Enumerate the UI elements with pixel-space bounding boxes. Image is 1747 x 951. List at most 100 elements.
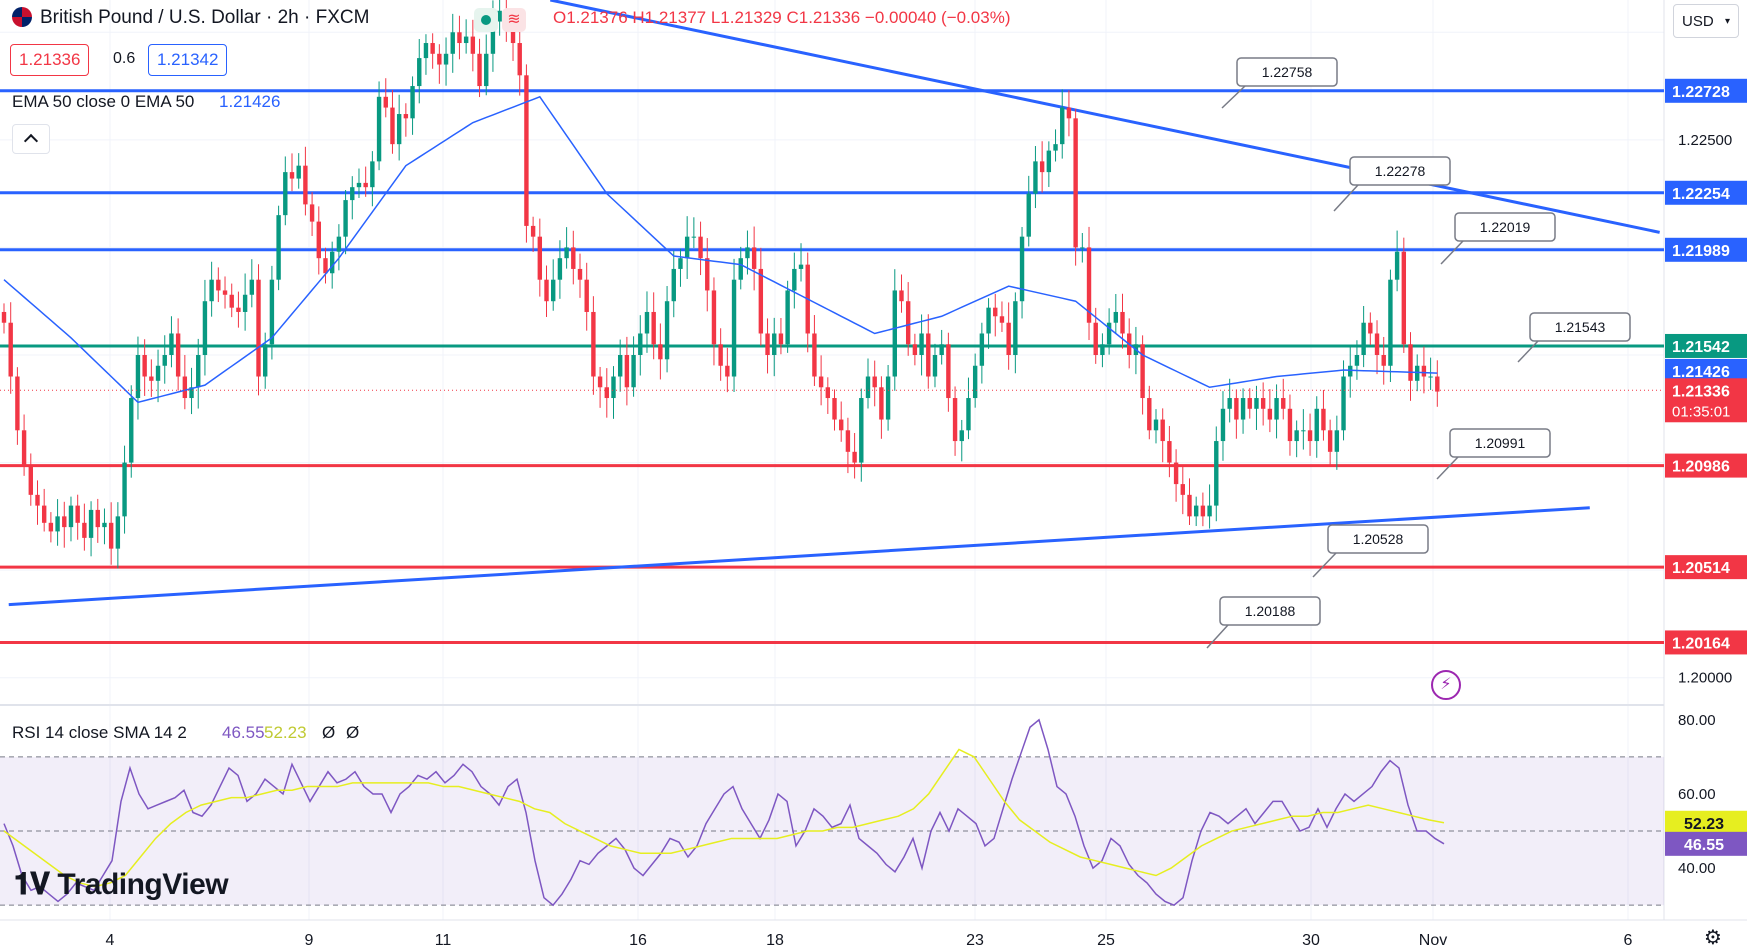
last-price-tag (1665, 378, 1747, 423)
candle-body (1394, 251, 1400, 280)
settings-gear-icon[interactable]: ⚙ (1704, 927, 1722, 949)
candle-body (376, 96, 382, 162)
symbol-title[interactable]: British Pound / U.S. Dollar · 2h · FXCM (40, 7, 370, 28)
callout-pointer (1440, 240, 1464, 265)
candle-body (644, 311, 650, 334)
candle-body (35, 494, 40, 506)
candle-body (557, 258, 563, 280)
candle-body (926, 333, 931, 377)
price-level-tag-label: 1.20164 (1672, 635, 1730, 652)
callout-label: 1.22278 (1375, 163, 1426, 179)
candle-body (745, 247, 750, 259)
candle-body (604, 387, 609, 399)
candle-body (1140, 344, 1145, 399)
callout-label: 1.20188 (1245, 603, 1296, 619)
candle-body (792, 268, 797, 291)
sell-price-button[interactable]: 1.21336 (10, 44, 90, 76)
currency-label: USD (1682, 13, 1714, 30)
candle-body (21, 430, 27, 467)
time-tick-label: 6 (1624, 932, 1633, 949)
callout-pointer (1333, 184, 1359, 212)
candle-body (812, 333, 817, 377)
candle-body (162, 355, 167, 366)
candle-body (236, 307, 241, 312)
volatility-icon[interactable]: ≋ (502, 8, 526, 32)
candle-body (1180, 484, 1185, 495)
market-open-icon[interactable] (474, 8, 498, 32)
candle-body (785, 290, 790, 345)
candle-body (343, 200, 348, 237)
candle-body (256, 279, 261, 377)
candle-body (751, 247, 757, 269)
candle-body (1080, 247, 1085, 249)
rsi-legend-value: 46.55 (222, 723, 265, 742)
callout-label: 1.22019 (1480, 219, 1531, 235)
callout-label: 1.21543 (1555, 319, 1606, 335)
candle-body (370, 161, 375, 188)
candle-body (1428, 376, 1433, 378)
candle-body (423, 43, 429, 59)
candle-body (1307, 430, 1313, 442)
candle-body (718, 344, 723, 366)
candle-body (8, 322, 13, 377)
candle-body (1240, 398, 1246, 420)
candle-body (946, 344, 951, 399)
price-tick-label: 1.20000 (1678, 670, 1732, 687)
candle-body (115, 516, 121, 549)
candle-body (1173, 462, 1179, 485)
candle-body (1153, 419, 1159, 431)
callout-label: 1.22758 (1262, 64, 1313, 80)
candle-body (537, 236, 543, 280)
candle-body (1167, 441, 1172, 463)
price-level-tag-label: 1.21989 (1672, 243, 1730, 260)
candle-body (1046, 150, 1052, 173)
candle-body (149, 376, 154, 381)
candle-body (517, 43, 522, 76)
chevron-up-icon (23, 133, 39, 149)
callout-box (1529, 312, 1631, 342)
rsi-tick-label: 80.00 (1678, 712, 1716, 729)
ema-50-line (3, 95, 1438, 404)
collapse-legend-button[interactable] (12, 124, 50, 154)
candle-body (986, 307, 991, 334)
alert-flash-icon[interactable]: ⚡ (1431, 670, 1461, 700)
candle-body (55, 516, 60, 532)
rsi-legend-na-2: Ø (346, 723, 359, 742)
candle-body (939, 344, 944, 355)
candle-body (1374, 333, 1380, 355)
callout-label: 1.20991 (1475, 435, 1526, 451)
candle-body (269, 279, 275, 345)
candle-body (1281, 398, 1286, 409)
candle-body (1274, 398, 1279, 420)
currency-selector[interactable]: USD ▾ (1673, 4, 1739, 38)
candle-body (88, 509, 94, 538)
candle-body (1301, 430, 1306, 432)
rsi-legend-label: RSI 14 close SMA 14 2 (12, 723, 187, 742)
candle-body (443, 53, 449, 65)
candle-body (135, 355, 141, 399)
candle-body (966, 398, 971, 431)
candle-body (437, 53, 442, 65)
candle-body (758, 268, 764, 334)
candle-body (611, 376, 616, 399)
candle-body (544, 279, 549, 302)
candle-body (417, 58, 422, 87)
candle-body (530, 225, 536, 237)
candle-body (959, 430, 964, 442)
candle-body (1254, 398, 1259, 409)
candle-body (75, 505, 80, 523)
candle-body (1120, 311, 1125, 334)
time-tick-label: 25 (1097, 932, 1115, 949)
candle-body (845, 430, 851, 452)
candle-body (142, 355, 147, 377)
candle-body (892, 290, 897, 377)
candle-body (316, 221, 321, 259)
candle-body (551, 279, 556, 302)
candle-body (1368, 322, 1373, 334)
buy-price-button[interactable]: 1.21342 (148, 44, 228, 76)
candle-body (403, 114, 409, 119)
price-level-tag (1665, 333, 1747, 358)
ema-legend-label[interactable]: EMA 50 close 0 EMA 50 (12, 92, 195, 111)
candle-body (283, 172, 288, 216)
